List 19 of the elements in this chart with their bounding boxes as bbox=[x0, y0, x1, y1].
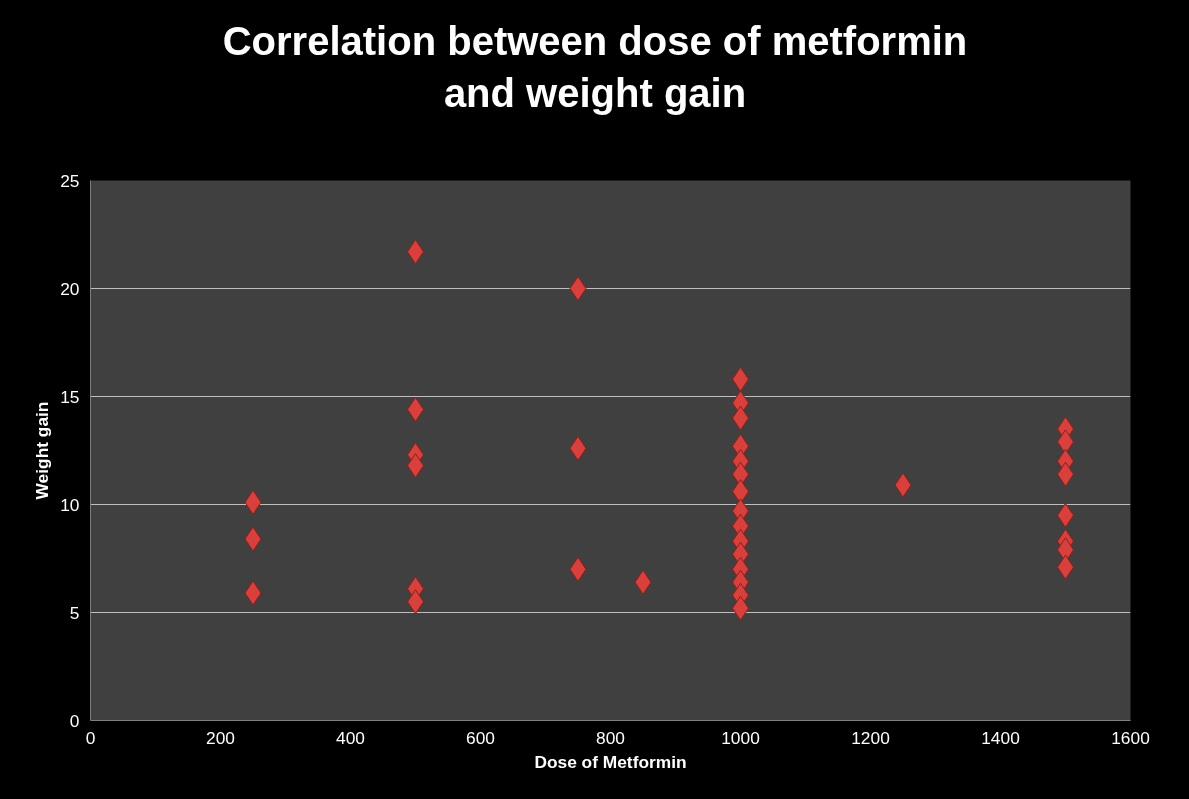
x-tick-label: 0 bbox=[85, 727, 96, 748]
point bbox=[569, 276, 587, 301]
x-tick-label: 400 bbox=[336, 727, 365, 748]
y-tick-label: 15 bbox=[60, 386, 80, 407]
y-axis-title: Weight gain bbox=[32, 401, 53, 500]
y-tick-label: 10 bbox=[60, 494, 80, 515]
x-tick-label: 1400 bbox=[981, 727, 1020, 748]
y-tick-label: 25 bbox=[60, 170, 80, 191]
y-tick-label: 0 bbox=[69, 710, 80, 731]
x-tick-label: 1200 bbox=[851, 727, 890, 748]
chart-title: Correlation between dose of metformin and weight gain bbox=[222, 18, 968, 117]
x-axis-title: Dose of Metformin bbox=[534, 751, 687, 772]
x-tick-label: 1000 bbox=[721, 727, 760, 748]
x-tick-label: 200 bbox=[206, 727, 235, 748]
y-tick-label: 20 bbox=[60, 278, 80, 299]
x-tick-label: 600 bbox=[466, 727, 495, 748]
y-tick-label: 5 bbox=[69, 602, 80, 623]
x-tick-label: 1600 bbox=[1111, 727, 1150, 748]
x-tick-label: 800 bbox=[596, 727, 625, 748]
